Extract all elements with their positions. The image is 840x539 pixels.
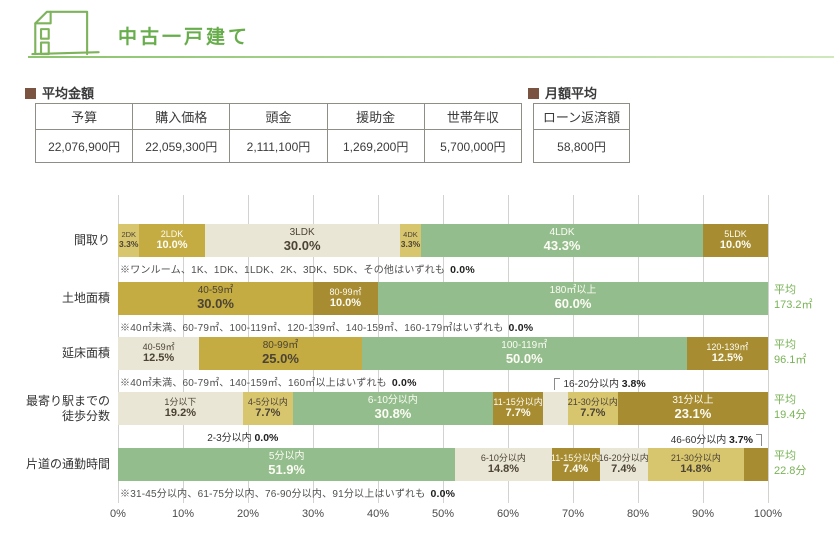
avg-amount-title: 平均金額 xyxy=(42,86,95,101)
bar-segment: 120-139㎡ 12.5% xyxy=(686,337,768,370)
val-purchase-price: 22,059,300円 xyxy=(132,129,231,163)
bar-segment: 40-59㎡ 12.5% xyxy=(118,337,200,370)
average-annotation: 平均 19.4分 xyxy=(774,394,807,421)
title-underline xyxy=(28,56,834,58)
table-value-row: 58,800円 xyxy=(533,129,630,163)
bar-segment: 2LDK 10.0% xyxy=(139,224,205,257)
bar-segment: 2DK 3.3% xyxy=(118,224,140,257)
x-axis-tick: 70% xyxy=(561,508,585,520)
col-aid: 援助金 xyxy=(326,103,425,130)
bar-segment: 80-99㎡ 25.0% xyxy=(199,337,362,370)
chart-footnote: ※40㎡未満、60-79㎡、140-159㎡、160㎡以上はいずれも 0.0% xyxy=(120,377,417,389)
row-label: 最寄り駅までの 徒歩分数 xyxy=(25,393,110,423)
page-title: 中古一戸建て xyxy=(118,27,251,48)
bar-segment: 4LDK 43.3% xyxy=(421,224,703,257)
x-axis-tick: 40% xyxy=(366,508,390,520)
bar-segment xyxy=(543,392,568,425)
callout: 16-20分以内 3.8% xyxy=(554,375,646,390)
col-purchase-price: 購入価格 xyxy=(132,103,231,130)
col-household-income: 世帯年収 xyxy=(423,103,523,130)
bar-row: 40-59㎡ 30.0% 80-99㎡ 10.0% 180㎡以上 60.0% xyxy=(118,282,768,315)
col-loan-repayment: ローン返済額 xyxy=(533,103,630,130)
bar-segment: 31分以上 23.1% xyxy=(617,392,768,425)
avg-amount-table: 予算 購入価格 頭金 援助金 世帯年収 22,076,900円 22,059,3… xyxy=(34,103,523,163)
bar-segment: 1分以下 19.2% xyxy=(118,392,243,425)
bar-segment: 80-99㎡ 10.0% xyxy=(313,282,378,315)
callout: 2-3分以内 0.0% xyxy=(207,432,279,444)
val-loan-repayment: 58,800円 xyxy=(533,129,630,163)
brown-square-icon xyxy=(25,88,36,99)
bar-segment: 3LDK 30.0% xyxy=(204,224,400,257)
bar-segment: 16-20分以内 7.4% xyxy=(599,448,648,481)
chart-footnote: ※40㎡未満、60-79㎡、100-119㎡、120-139㎡、140-159㎡… xyxy=(120,322,534,334)
avg-amount-heading: 平均金額 xyxy=(25,83,94,102)
bar-segment: 4-5分以内 7.7% xyxy=(242,392,293,425)
row-label: 延床面積 xyxy=(61,346,110,360)
chart-footnote: ※31-45分以内、61-75分以内、76-90分以内、91分以上はいずれも 0… xyxy=(120,488,456,500)
table-header-row: 予算 購入価格 頭金 援助金 世帯年収 xyxy=(34,103,523,130)
average-annotation: 平均 22.8分 xyxy=(774,450,807,477)
row-label: 間取り xyxy=(73,233,110,247)
x-axis-tick: 20% xyxy=(236,508,260,520)
bar-segment: 4DK 3.3% xyxy=(399,224,422,257)
average-annotation: 平均 173.2㎡ xyxy=(774,284,813,311)
table-header-row: ローン返済額 xyxy=(533,103,630,130)
row-label: 土地面積 xyxy=(61,291,110,305)
col-down-payment: 頭金 xyxy=(229,103,328,130)
val-budget: 22,076,900円 xyxy=(34,129,134,163)
bar-row: 1分以下 19.2% 4-5分以内 7.7% 6-10分以内 30.8% 11-15分以内 7… xyxy=(118,392,768,425)
gridline xyxy=(768,195,769,503)
bar-segment: 11-15分以内 7.4% xyxy=(551,448,600,481)
x-axis-tick: 80% xyxy=(626,508,650,520)
x-axis-tick: 60% xyxy=(496,508,520,520)
chart-footnote: ※ワンルーム、1K、1DK、1LDK、2K、3DK、5DK、その他はいずれも 0… xyxy=(120,264,475,276)
bar-segment: 5分以内 51.9% xyxy=(118,448,456,481)
house-icon xyxy=(30,8,102,61)
bar-row: 2DK 3.3% 2LDK 10.0% 3LDK 30.0% 4DK 3.3% 4LDK 43.3… xyxy=(118,224,768,257)
callout: 46-60分以内 3.7% xyxy=(671,431,762,446)
bar-row: 5分以内 51.9% 6-10分以内 14.8% 11-15分以内 7.4% 16-20分以… xyxy=(118,448,768,481)
average-annotation: 平均 96.1㎡ xyxy=(774,339,807,366)
x-axis-tick: 50% xyxy=(431,508,455,520)
bar-segment: 6-10分以内 14.8% xyxy=(455,448,552,481)
monthly-avg-title: 月額平均 xyxy=(545,86,598,101)
val-household-income: 5,700,000円 xyxy=(423,129,523,163)
bar-segment: 180㎡以上 60.0% xyxy=(378,282,768,315)
x-axis-tick: 0% xyxy=(110,508,126,520)
col-budget: 予算 xyxy=(34,103,134,130)
bar-segment: 21-30分以内 14.8% xyxy=(647,448,744,481)
bar-segment: 21-30分以内 7.7% xyxy=(567,392,618,425)
bar-segment: 40-59㎡ 30.0% xyxy=(118,282,313,315)
val-aid: 1,269,200円 xyxy=(326,129,425,163)
monthly-avg-heading: 月額平均 xyxy=(528,83,597,102)
x-axis-tick: 30% xyxy=(301,508,325,520)
x-axis-tick: 90% xyxy=(691,508,715,520)
brown-square-icon xyxy=(528,88,539,99)
bar-segment: 5LDK 10.0% xyxy=(702,224,768,257)
x-axis-tick: 10% xyxy=(171,508,195,520)
row-label: 片道の通勤時間 xyxy=(25,457,110,471)
bar-segment: 6-10分以内 30.8% xyxy=(292,392,494,425)
bar-segment: 11-15分以内 7.7% xyxy=(493,392,544,425)
monthly-avg-table: ローン返済額 58,800円 xyxy=(533,103,630,163)
x-axis-tick: 100% xyxy=(753,508,783,520)
val-down-payment: 2,111,100円 xyxy=(229,129,328,163)
bar-segment xyxy=(743,448,768,481)
bar-row: 40-59㎡ 12.5% 80-99㎡ 25.0% 100-119㎡ 50.0% 120-1… xyxy=(118,337,768,370)
bar-segment: 100-119㎡ 50.0% xyxy=(361,337,687,370)
table-value-row: 22,076,900円 22,059,300円 2,111,100円 1,269… xyxy=(34,129,523,163)
